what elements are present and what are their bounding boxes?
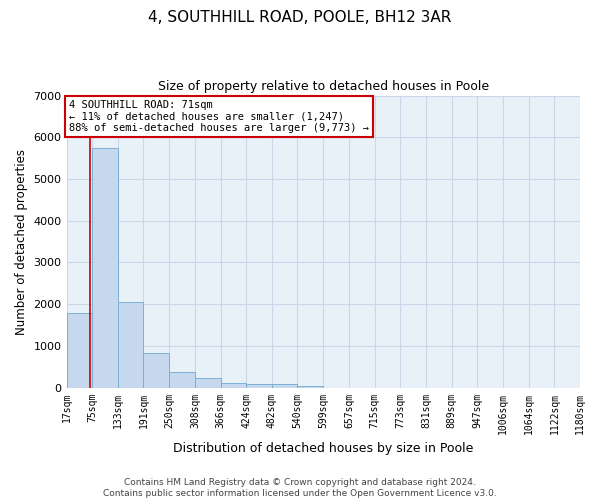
Bar [246, 384, 272, 388]
Title: Size of property relative to detached houses in Poole: Size of property relative to detached ho… [158, 80, 489, 93]
Text: Contains HM Land Registry data © Crown copyright and database right 2024.
Contai: Contains HM Land Registry data © Crown c… [103, 478, 497, 498]
Bar [221, 382, 246, 388]
X-axis label: Distribution of detached houses by size in Poole: Distribution of detached houses by size … [173, 442, 473, 455]
Bar [118, 302, 143, 388]
Y-axis label: Number of detached properties: Number of detached properties [15, 148, 28, 334]
Bar [92, 148, 118, 388]
Bar [169, 372, 195, 388]
Text: 4 SOUTHHILL ROAD: 71sqm
← 11% of detached houses are smaller (1,247)
88% of semi: 4 SOUTHHILL ROAD: 71sqm ← 11% of detache… [69, 100, 369, 133]
Bar [298, 386, 323, 388]
Bar [272, 384, 298, 388]
Text: 4, SOUTHHILL ROAD, POOLE, BH12 3AR: 4, SOUTHHILL ROAD, POOLE, BH12 3AR [148, 10, 452, 25]
Bar [195, 378, 221, 388]
Bar [143, 354, 169, 388]
Bar [67, 312, 92, 388]
